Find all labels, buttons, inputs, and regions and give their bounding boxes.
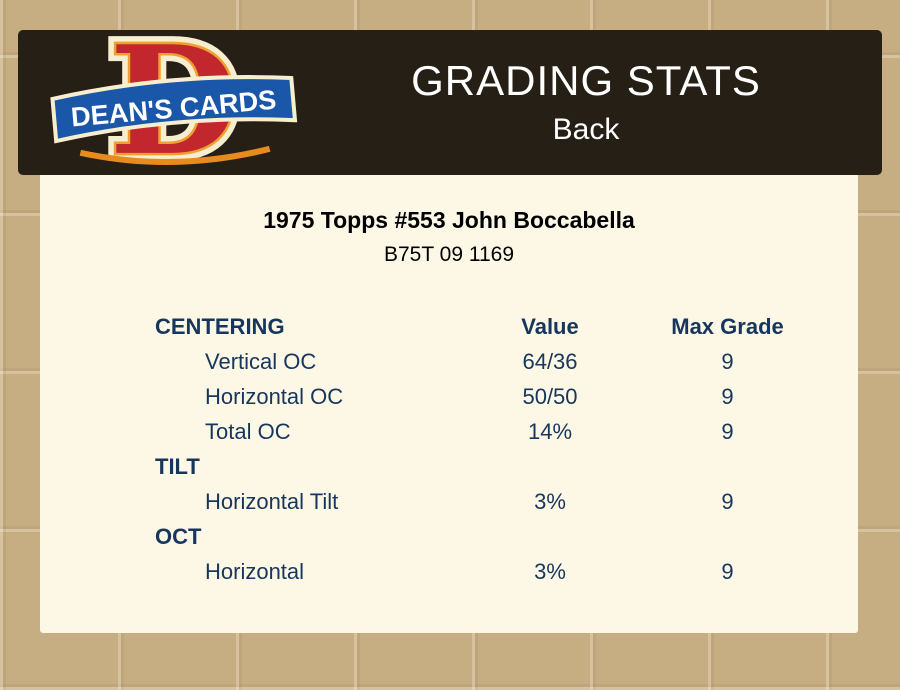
row-value: 64/36 — [522, 348, 578, 374]
row-max: 9 — [721, 348, 734, 374]
row-label: Horizontal — [205, 558, 305, 584]
page-subtitle: Back — [552, 112, 620, 146]
section-header-tilt: TILT — [155, 453, 200, 479]
row-value — [465, 449, 635, 484]
row-value — [465, 519, 635, 554]
column-header-max-grade: Max Grade — [671, 313, 784, 339]
page-title: GRADING STATS — [411, 57, 761, 105]
row-value: 3% — [534, 488, 566, 514]
row-value: 50/50 — [522, 383, 578, 409]
column-header-centering: CENTERING — [155, 313, 285, 339]
row-label: Total OC — [205, 418, 291, 444]
row-max: 9 — [721, 383, 734, 409]
header-titles: GRADING STATS Back — [298, 30, 874, 175]
row-max: 9 — [721, 418, 734, 444]
section-header-oct: OCT — [155, 523, 202, 549]
row-value: 14% — [527, 418, 573, 444]
row-label: Horizontal Tilt — [205, 488, 339, 514]
row-max: 9 — [721, 488, 734, 514]
content-panel: 1975 Topps #553 John Boccabella B75T 09 … — [40, 175, 858, 633]
card-code: B75T 09 1169 — [384, 243, 514, 266]
card-title: 1975 Topps #553 John Boccabella — [263, 207, 635, 233]
row-max — [635, 519, 820, 554]
row-value: 3% — [534, 558, 566, 584]
grading-table: CENTERING Value Max Grade Vertical OC 64… — [155, 309, 858, 589]
row-label: Horizontal OC — [205, 383, 344, 409]
column-header-value: Value — [521, 313, 579, 339]
row-max — [635, 449, 820, 484]
logo-swoosh — [79, 145, 271, 166]
row-label: Vertical OC — [205, 348, 317, 374]
row-max: 9 — [721, 558, 734, 584]
header-bar: D D DEAN'S CARDS GRADING STATS Back — [18, 30, 882, 175]
deans-cards-logo[interactable]: D D DEAN'S CARDS — [46, 32, 302, 173]
deans-cards-logo-graphic: D D DEAN'S CARDS — [50, 32, 298, 173]
